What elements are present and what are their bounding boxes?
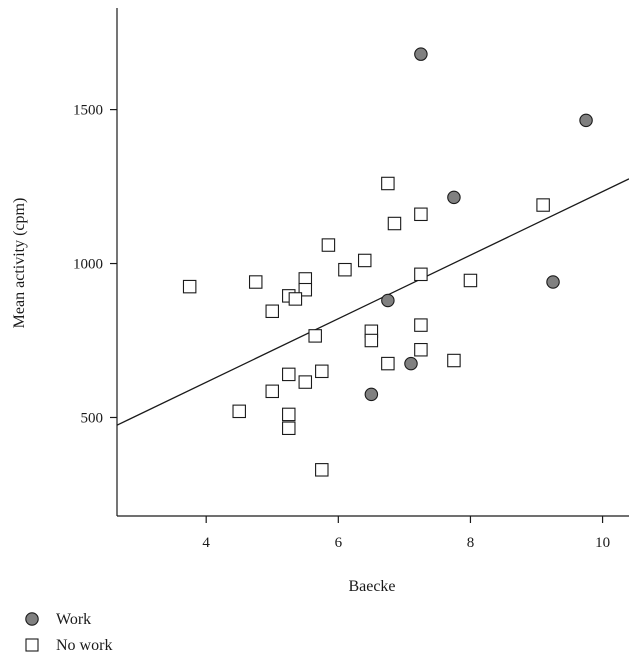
- no-work-point: [321, 238, 336, 252]
- x-tick-label: 6: [335, 535, 343, 551]
- no-work-point: [232, 404, 246, 419]
- y-tick-label: 1000: [73, 257, 103, 273]
- axes: Baecke Mean activity (cpm) 4 6 8 10 500 1000 1…: [11, 8, 629, 595]
- no-work-point: [282, 367, 296, 382]
- no-work-point: [463, 273, 478, 288]
- no-work-point: [536, 198, 550, 212]
- no-work-point: [265, 304, 280, 319]
- no-work-point: [182, 279, 197, 294]
- no-work-point: [414, 342, 428, 357]
- no-work-point: [308, 329, 322, 343]
- no-work-point: [414, 267, 428, 282]
- y-tick-label: 500: [81, 410, 104, 426]
- no-work-point: [414, 318, 428, 332]
- x-axis-title: Baecke: [348, 578, 395, 595]
- no-work-point: [265, 384, 280, 399]
- no-work-point: [288, 292, 303, 306]
- no-work-point: [315, 463, 329, 477]
- work-point: [414, 47, 428, 61]
- no-work-point: [387, 216, 402, 231]
- no-work-point: [315, 364, 329, 379]
- no-work-point: [364, 333, 379, 348]
- work-point: [546, 275, 560, 289]
- legend-label: Work: [56, 611, 91, 628]
- no-work-point: [282, 407, 296, 422]
- work-point: [381, 293, 395, 308]
- legend-marker-work: [25, 612, 39, 626]
- legend-marker-no-work: [25, 638, 39, 652]
- no-work-point: [357, 253, 372, 268]
- x-tick-label: 8: [467, 535, 475, 551]
- work-point: [404, 356, 418, 371]
- legend: Work No work: [25, 611, 112, 654]
- no-work-point: [282, 421, 296, 436]
- no-work-point: [338, 262, 352, 277]
- work-point: [447, 190, 461, 205]
- no-work-point: [298, 282, 313, 297]
- no-work-point: [298, 375, 313, 389]
- regression-line: [116, 178, 629, 426]
- x-tick-label: 4: [202, 535, 210, 551]
- no-work-point: [381, 356, 395, 371]
- no-work-point: [248, 275, 263, 289]
- y-tick-label: 1500: [73, 103, 103, 119]
- legend-label: No work: [56, 637, 112, 654]
- work-point: [364, 387, 379, 402]
- no-work-point: [447, 353, 461, 368]
- no-work-point: [381, 176, 395, 191]
- plot-area: [116, 47, 629, 477]
- y-axis-title: Mean activity (cpm): [11, 198, 28, 329]
- work-point: [579, 113, 593, 128]
- x-tick-label: 10: [595, 535, 610, 551]
- no-work-point: [414, 207, 428, 222]
